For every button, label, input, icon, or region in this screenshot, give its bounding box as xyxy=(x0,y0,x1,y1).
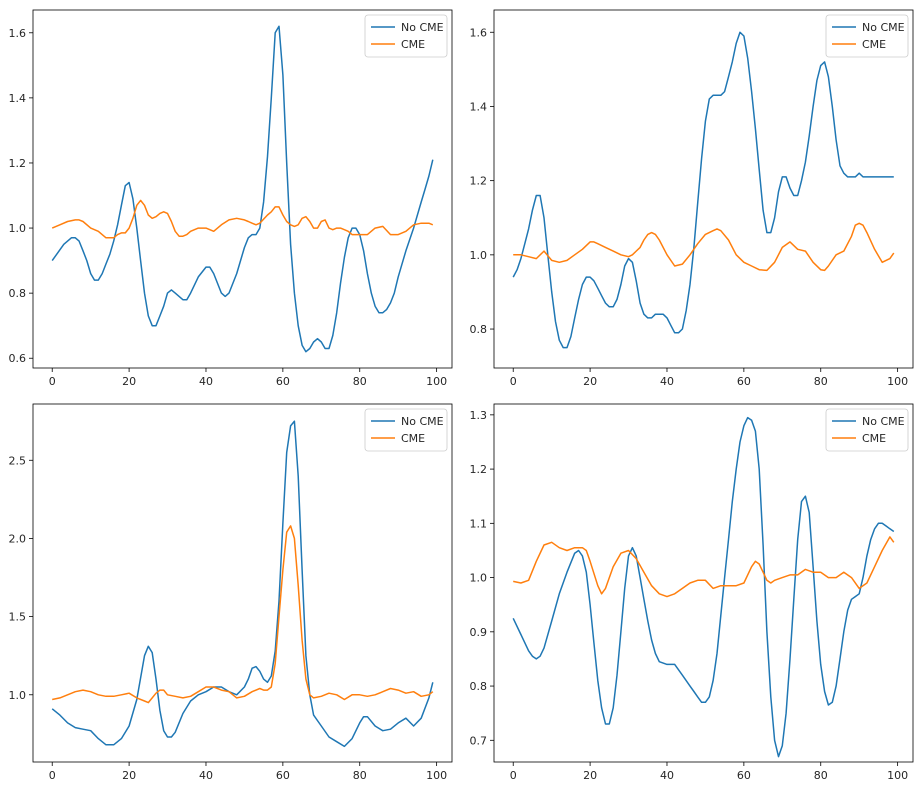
legend-label: No CME xyxy=(862,415,905,428)
y-tick-label: 1.1 xyxy=(470,517,488,530)
y-tick-label: 0.6 xyxy=(9,352,27,365)
axes-frame xyxy=(493,9,914,369)
legend: No CME CME xyxy=(364,14,448,58)
x-tick-label: 80 xyxy=(353,375,367,388)
x-tick-label: 40 xyxy=(660,375,674,388)
x-tick-label: 40 xyxy=(660,769,674,782)
legend-box xyxy=(364,14,448,58)
x-tick-label: 20 xyxy=(122,375,136,388)
series-line-cme xyxy=(513,222,895,272)
y-tick-label: 2.0 xyxy=(9,532,27,545)
y-tick-label: 0.7 xyxy=(470,734,488,747)
y-tick-label: 2.5 xyxy=(9,454,27,467)
x-tick-label: 80 xyxy=(814,769,828,782)
y-tick-label: 1.3 xyxy=(470,409,488,422)
y-tick-label: 1.0 xyxy=(9,222,27,235)
x-tick-label: 80 xyxy=(353,769,367,782)
legend-box xyxy=(825,14,909,58)
x-tick-label: 0 xyxy=(510,375,517,388)
y-tick-label: 1.2 xyxy=(470,175,488,188)
series-line-no-cme xyxy=(51,25,434,353)
y-tick-label: 1.4 xyxy=(9,92,27,105)
chart-bottom-left: 0 20 40 60 80 100 1.0 1.5 2.0 2.5 No CME CME xyxy=(9,403,453,782)
x-tick-label: 0 xyxy=(510,769,517,782)
x-tick-label: 40 xyxy=(199,375,213,388)
series-line-no-cme xyxy=(512,31,894,349)
series-line-no-cme xyxy=(51,420,434,748)
chart-bottom-right: 0 20 40 60 80 100 0.7 0.8 0.9 1.0 1.1 1.2 1.3 No CME C… xyxy=(470,403,914,782)
y-tick-label: 1.2 xyxy=(470,463,488,476)
legend-label: No CME xyxy=(401,21,444,34)
legend-label: CME xyxy=(401,38,425,51)
axes-frame xyxy=(32,9,453,369)
x-tick-label: 20 xyxy=(583,375,597,388)
y-tick-label: 1.0 xyxy=(470,572,488,585)
series-line-cme xyxy=(513,536,895,598)
legend-label: CME xyxy=(862,432,886,445)
y-tick-label: 1.0 xyxy=(470,249,488,262)
y-tick-label: 0.8 xyxy=(9,287,27,300)
legend-box xyxy=(825,408,909,452)
axes-frame xyxy=(32,403,453,763)
y-tick-label: 1.6 xyxy=(9,27,27,40)
x-tick-label: 0 xyxy=(49,375,56,388)
x-tick-label: 60 xyxy=(276,769,290,782)
y-tick-label: 1.4 xyxy=(470,100,488,113)
axes-frame xyxy=(493,403,914,763)
series-line-no-cme xyxy=(512,416,895,758)
legend: No CME CME xyxy=(825,408,909,452)
y-tick-label: 1.6 xyxy=(470,26,488,39)
y-tick-label: 0.9 xyxy=(470,626,488,639)
legend-box xyxy=(364,408,448,452)
y-tick-label: 0.8 xyxy=(470,680,488,693)
y-tick-label: 0.8 xyxy=(470,323,488,336)
x-tick-label: 20 xyxy=(122,769,136,782)
x-tick-label: 60 xyxy=(737,375,751,388)
x-tick-label: 60 xyxy=(276,375,290,388)
x-tick-label: 40 xyxy=(199,769,213,782)
x-tick-label: 60 xyxy=(737,769,751,782)
legend-label: CME xyxy=(862,38,886,51)
chart-top-left: 0 20 40 60 80 100 0.6 0.8 1.0 1.2 1.4 1.6 No CME CME xyxy=(9,9,453,388)
y-tick-label: 1.2 xyxy=(9,157,27,170)
y-tick-label: 1.0 xyxy=(9,689,27,702)
legend-label: CME xyxy=(401,432,425,445)
x-tick-label: 100 xyxy=(887,375,908,388)
x-tick-label: 100 xyxy=(426,375,447,388)
x-tick-label: 80 xyxy=(814,375,828,388)
legend-label: No CME xyxy=(401,415,444,428)
x-tick-label: 100 xyxy=(426,769,447,782)
legend-label: No CME xyxy=(862,21,905,34)
legend: No CME CME xyxy=(364,408,448,452)
x-tick-label: 100 xyxy=(887,769,908,782)
x-tick-label: 0 xyxy=(49,769,56,782)
chart-top-right: 0 20 40 60 80 100 0.8 1.0 1.2 1.4 1.6 No CME CME xyxy=(470,9,914,388)
legend: No CME CME xyxy=(825,14,909,58)
series-line-cme xyxy=(51,199,434,239)
y-tick-label: 1.5 xyxy=(9,611,27,624)
x-tick-label: 20 xyxy=(583,769,597,782)
series-line-cme xyxy=(52,525,434,704)
